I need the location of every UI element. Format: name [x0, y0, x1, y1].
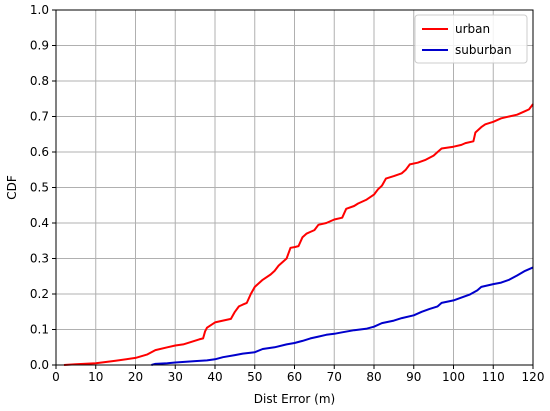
x-tick-label: 20: [128, 370, 143, 384]
series-lines: [63, 103, 534, 366]
y-tick-label: 0.7: [30, 110, 49, 124]
x-tick-label: 70: [327, 370, 342, 384]
y-tick-label: 0.4: [30, 216, 49, 230]
x-tick-label: 90: [406, 370, 421, 384]
axis-ticks: 0 10 20 30 40 50 60 70 80 90 100 110 120 0.0 0.1 0.2 0.3…: [30, 3, 545, 384]
y-tick-label: 0.0: [30, 358, 49, 372]
legend-label-urban: urban: [455, 22, 490, 36]
y-tick-label: 0.5: [30, 181, 49, 195]
y-tick-label: 0.8: [30, 74, 49, 88]
legend-label-suburban: suburban: [455, 43, 512, 57]
x-tick-label: 100: [442, 370, 465, 384]
x-tick-label: 80: [366, 370, 381, 384]
y-tick-label: 1.0: [30, 3, 49, 17]
grid-lines: [55, 9, 534, 366]
y-tick-label: 0.9: [30, 39, 49, 53]
y-tick-label: 0.3: [30, 252, 49, 266]
series-line-suburban: [151, 266, 534, 366]
x-tick-label: 10: [88, 370, 103, 384]
y-tick-label: 0.1: [30, 323, 49, 337]
y-axis-label: CDF: [5, 175, 19, 200]
legend: urban suburban: [414, 14, 528, 64]
x-tick-label: 50: [247, 370, 262, 384]
y-tick-label: 0.2: [30, 287, 49, 301]
x-tick-label: 60: [287, 370, 302, 384]
x-tick-label: 40: [207, 370, 222, 384]
x-tick-label: 110: [482, 370, 505, 384]
x-tick-label: 120: [522, 370, 545, 384]
x-tick-label: 0: [52, 370, 60, 384]
x-axis-label: Dist Error (m): [254, 392, 335, 406]
x-tick-label: 30: [168, 370, 183, 384]
series-line-urban: [63, 103, 534, 366]
y-tick-label: 0.6: [30, 145, 49, 159]
